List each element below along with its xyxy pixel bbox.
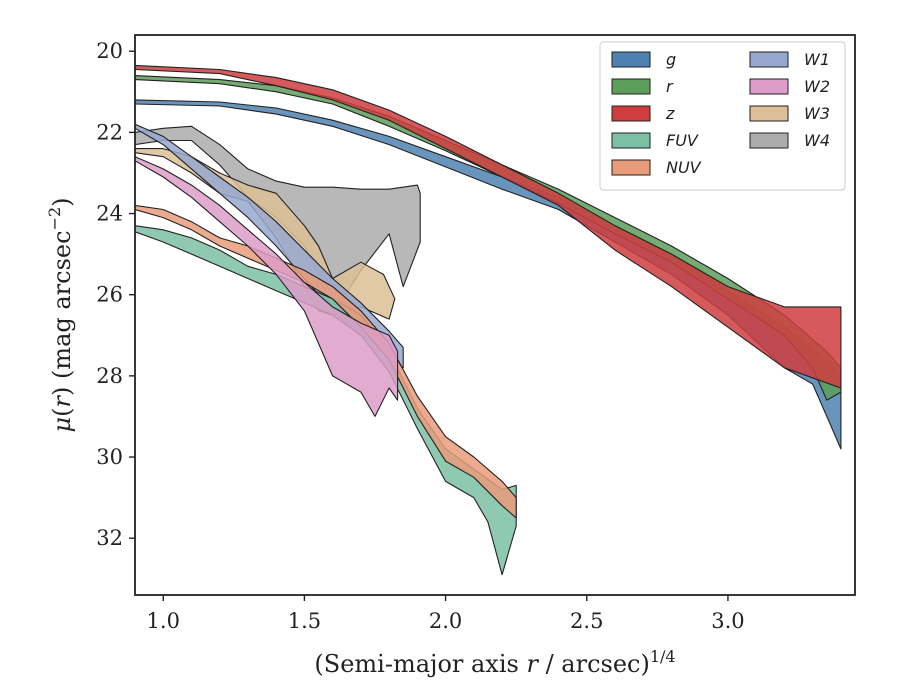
legend-label-w2: W2 — [804, 77, 830, 96]
y-tick-label: 30 — [96, 445, 123, 469]
legend-swatch-g — [611, 51, 651, 68]
legend-label-w4: W4 — [804, 131, 830, 150]
band-z — [135, 64, 842, 389]
x-axis-ticks: 1.0 1.5 2.0 2.5 3.0 — [147, 595, 745, 633]
y-tick-label: 20 — [96, 39, 123, 63]
legend-swatch-w1 — [749, 51, 789, 68]
y-tick-label: 32 — [96, 526, 123, 550]
legend-swatch-nuv — [611, 159, 651, 176]
y-tick-label: 26 — [96, 283, 123, 307]
legend-label-nuv: NUV — [666, 158, 702, 177]
plot-frame — [134, 34, 856, 596]
y-axis-ticks: 20 22 24 26 28 30 32 — [96, 39, 135, 550]
band-w4 — [135, 125, 421, 316]
y-tick-label: 28 — [96, 364, 123, 388]
legend-label-g: g — [666, 50, 676, 69]
legend-swatch-w2 — [749, 78, 789, 95]
legend-label-fuv: FUV — [666, 131, 699, 150]
legend-label-w1: W1 — [804, 50, 830, 69]
legend: grz FUV NUV W1 W2 W3 W4 — [599, 41, 846, 191]
y-axis-label: μ(r) (mag arcsec−2) — [45, 197, 76, 432]
y-tick-label: 22 — [96, 120, 123, 144]
x-tick-label: 3.0 — [711, 609, 744, 633]
legend-label-z: z — [665, 104, 675, 123]
legend-label-w3: W3 — [804, 104, 830, 123]
legend-swatch-w4 — [749, 132, 789, 149]
legend-swatch-fuv — [611, 132, 651, 149]
x-tick-label: 1.5 — [288, 609, 321, 633]
legend-swatch-z — [611, 105, 651, 122]
legend-swatch-w3 — [749, 105, 789, 122]
x-tick-label: 2.0 — [429, 609, 462, 633]
y-tick-label: 24 — [96, 202, 123, 226]
profile-bands — [135, 64, 842, 576]
x-axis-label: (Semi-major axis r / arcsec)1/4 — [314, 647, 675, 678]
legend-label-r: r — [666, 77, 674, 96]
x-tick-label: 2.5 — [570, 609, 603, 633]
legend-swatch-r — [611, 78, 651, 95]
x-tick-label: 1.0 — [147, 609, 180, 633]
band-w2 — [135, 156, 399, 417]
